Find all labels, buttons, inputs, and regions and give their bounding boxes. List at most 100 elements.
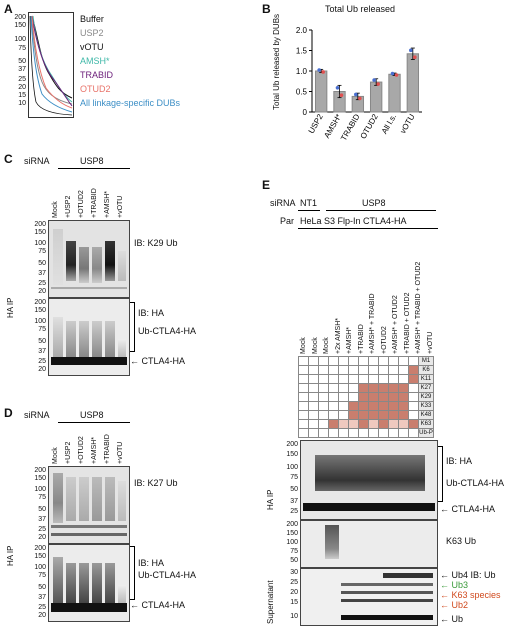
grid-cell [338,392,349,402]
grid-cell [378,419,389,429]
panel-a-profile-plot [28,12,74,118]
grid-cell [348,383,359,393]
mw-label: 100 [34,486,46,493]
data-point [372,78,376,82]
grid-cell [398,428,409,438]
grid-cell [388,356,399,366]
panel-e-lane-labels: Mock Mock Mock +2x AMSH* +AMSH* +TRABID +AMSH*… [298,232,438,356]
grid-cell [348,419,359,429]
panel-d-ib-bottom: IB: HA [138,558,165,568]
grid-cell [308,401,319,411]
data-point [335,86,340,90]
grid-cell [378,374,389,384]
data-point [376,82,380,86]
grid-cell [378,428,389,438]
panel-e-mw-sup: 30 25 20 15 10 [276,568,300,624]
mw-label: 50 [38,260,46,267]
linkage-label: K63 [418,419,434,429]
grid-cell [308,419,319,429]
legend-usp2: USP2 [80,28,104,38]
mw-label: 200 [34,467,46,474]
mw-label: 20 [38,366,46,373]
grid-cell [338,419,349,429]
lane-label: +OTUD2 [380,326,388,354]
grid-cell [398,419,409,429]
grid-cell [398,374,409,384]
grid-cell [408,428,419,438]
mw-label: 100 [34,318,46,325]
grid-cell [308,392,319,402]
mw-label: 75 [38,494,46,501]
mw-label: 50 [38,584,46,591]
mw-label: 20 [38,534,46,541]
grid-cell [298,392,309,402]
data-point [339,93,344,97]
mw-label: 100 [286,464,298,471]
lane-label: +AMSH* [91,436,98,464]
panel-c-sirna: siRNA [24,156,50,166]
lane-label: Mock [52,201,59,218]
lane-label: +vOTU [117,195,124,218]
grid-cell [388,410,399,420]
grid-cell [328,392,339,402]
grid-cell [318,401,329,411]
panel-d-ctla-text: CTLA4-HA [141,600,186,610]
mw-label: 200 [286,521,298,528]
bar [406,53,420,113]
grid-cell [328,365,339,375]
grid-cell [328,428,339,438]
panel-c-blot-k29 [48,220,130,298]
grid-cell [368,392,379,402]
data-point [390,71,395,76]
panel-e-ub3-text: Ub3 [451,580,469,590]
legend-all-dubs: All linkage-specific DUBs [80,98,181,108]
grid-cell [348,356,359,366]
panel-b-letter: B [262,2,271,16]
grid-cell [358,419,369,429]
grid-cell [318,410,329,420]
mw-label: 15 [18,92,26,99]
data-point [321,70,325,74]
lane-label: +2x AMSH* [334,318,342,354]
grid-cell [408,356,419,366]
mw-label: 200 [14,14,26,21]
grid-cell [358,410,369,420]
grid-cell [308,356,319,366]
mw-label: 20 [290,589,298,596]
panel-d-ib-top: IB: K27 Ub [134,478,178,488]
mw-label: 25 [18,76,26,83]
mw-label: 37 [290,498,298,505]
panel-c-usp8: USP8 [80,156,104,166]
lane-label: +vOTU [117,441,124,464]
panel-c-ctla: ← CTLA4-HA [130,356,186,366]
mw-label: 25 [290,508,298,515]
grid-cell [408,401,419,411]
mw-label: 75 [290,474,298,481]
panel-d-letter: D [4,406,13,420]
lane-label: +USP2 [65,441,72,464]
legend-otud2: OTUD2 [80,84,111,94]
grid-cell [308,428,319,438]
panel-e-sup-text: Supernatant [266,580,275,624]
panel-e-cellline: HeLa S3 Flp-In CTLA4-HA [300,216,407,226]
grid-cell [398,410,409,420]
lane-label: Mock [52,447,59,464]
panel-e-ib-ub: IB: Ub [470,570,496,580]
grid-cell [358,428,369,438]
panel-e-mw-k63: 200 150 100 75 50 [276,520,300,566]
panel-e-ub4: ← Ub4 IB: Ub [440,570,496,580]
grid-cell [358,392,369,402]
panel-d-ip-text: HA IP [6,545,15,566]
panel-e-sirna: siRNA [270,198,296,208]
panel-e-par: Par [280,216,295,226]
mw-label: 37 [38,270,46,277]
grid-cell [388,401,399,411]
grid-cell [378,356,389,366]
grid-cell [348,428,359,438]
panel-e-blot-supernatant [300,568,438,626]
bar [388,73,401,113]
grid-cell [328,419,339,429]
panel-a-letter: A [4,2,13,16]
panel-d-lane-labels: Mock +USP2 +OTUD2 +AMSH* +TRABID +vOTU [52,424,132,466]
lane-label: +TRABID [357,324,365,354]
